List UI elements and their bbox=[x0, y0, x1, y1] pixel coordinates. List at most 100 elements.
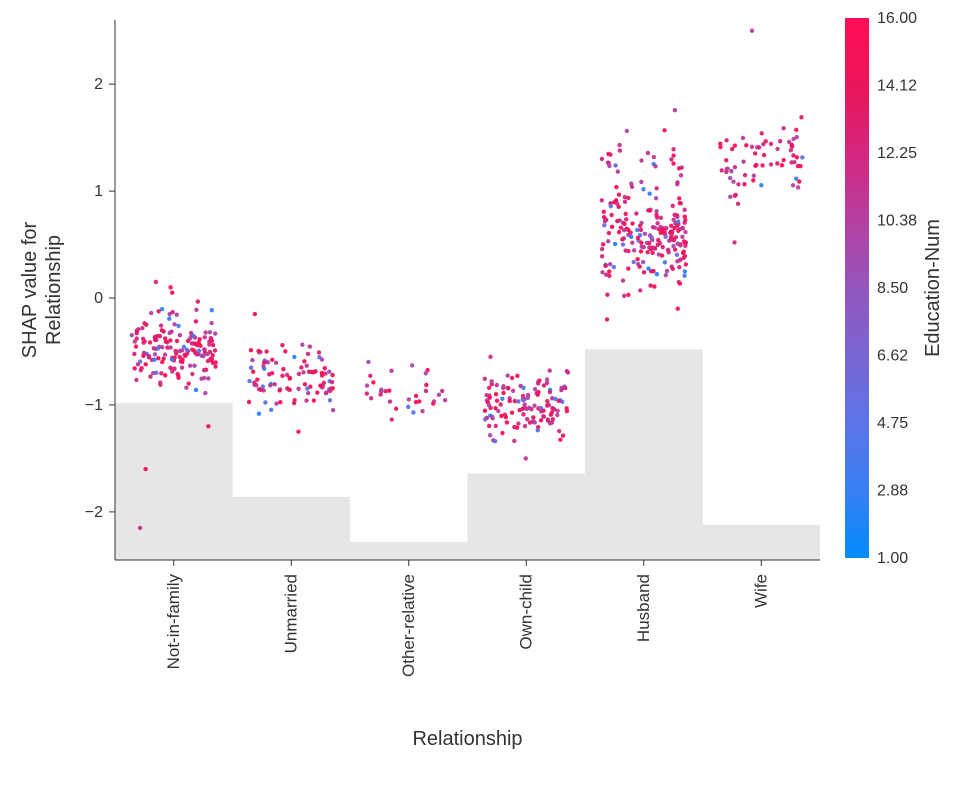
point bbox=[307, 370, 311, 374]
point bbox=[750, 145, 754, 149]
point bbox=[378, 392, 382, 396]
point bbox=[318, 383, 322, 387]
point bbox=[683, 218, 687, 222]
point bbox=[176, 324, 180, 328]
point bbox=[621, 242, 625, 246]
point bbox=[135, 331, 139, 335]
point bbox=[369, 396, 373, 400]
point bbox=[168, 338, 172, 342]
point bbox=[678, 281, 682, 285]
point bbox=[517, 408, 521, 412]
point bbox=[760, 163, 764, 167]
point bbox=[277, 388, 281, 392]
point bbox=[139, 368, 143, 372]
point bbox=[724, 167, 728, 171]
point bbox=[781, 158, 785, 162]
point bbox=[431, 401, 435, 405]
point bbox=[510, 411, 514, 415]
point bbox=[389, 369, 393, 373]
point bbox=[250, 358, 254, 362]
point bbox=[653, 164, 657, 168]
point bbox=[262, 360, 266, 364]
point bbox=[600, 157, 604, 161]
point bbox=[283, 349, 287, 353]
x-tick-label: Husband bbox=[634, 574, 653, 642]
point bbox=[635, 257, 639, 261]
point bbox=[724, 138, 728, 142]
point bbox=[130, 333, 134, 337]
point bbox=[297, 372, 301, 376]
point bbox=[679, 173, 683, 177]
point bbox=[682, 239, 686, 243]
point bbox=[639, 158, 643, 162]
point bbox=[626, 228, 630, 232]
point bbox=[508, 399, 512, 403]
point bbox=[652, 155, 656, 159]
point bbox=[614, 198, 618, 202]
point bbox=[516, 421, 520, 425]
point bbox=[625, 129, 629, 133]
point bbox=[330, 380, 334, 384]
point bbox=[366, 360, 370, 364]
point bbox=[138, 359, 142, 363]
point bbox=[759, 183, 763, 187]
point bbox=[639, 241, 643, 245]
point bbox=[487, 424, 491, 428]
point bbox=[533, 420, 537, 424]
point bbox=[792, 160, 796, 164]
y-tick-label: −1 bbox=[85, 397, 103, 414]
point bbox=[269, 408, 273, 412]
point bbox=[775, 147, 779, 151]
point bbox=[148, 340, 152, 344]
point bbox=[654, 209, 658, 213]
point bbox=[671, 218, 675, 222]
point bbox=[268, 383, 272, 387]
colorbar-tick-label: 1.00 bbox=[877, 550, 908, 567]
point bbox=[132, 366, 136, 370]
point bbox=[209, 321, 213, 325]
point bbox=[616, 205, 620, 209]
point bbox=[424, 383, 428, 387]
point bbox=[646, 151, 650, 155]
point bbox=[666, 248, 670, 252]
point bbox=[649, 247, 653, 251]
point bbox=[160, 307, 164, 311]
colorbar-tick-label: 4.75 bbox=[877, 415, 908, 432]
point bbox=[642, 270, 646, 274]
point bbox=[676, 219, 680, 223]
point bbox=[261, 384, 265, 388]
point bbox=[752, 174, 756, 178]
point bbox=[154, 371, 158, 375]
point bbox=[610, 225, 614, 229]
point bbox=[678, 243, 682, 247]
point bbox=[632, 248, 636, 252]
point bbox=[515, 425, 519, 429]
point bbox=[648, 283, 652, 287]
point bbox=[494, 392, 498, 396]
point bbox=[671, 204, 675, 208]
point bbox=[523, 402, 527, 406]
point bbox=[315, 390, 319, 394]
point bbox=[648, 208, 652, 212]
point bbox=[247, 379, 251, 383]
point bbox=[201, 354, 205, 358]
point bbox=[557, 429, 561, 433]
point bbox=[203, 330, 207, 334]
point bbox=[251, 370, 255, 374]
point bbox=[208, 330, 212, 334]
point bbox=[800, 155, 804, 159]
point bbox=[180, 366, 184, 370]
bar-layer bbox=[115, 349, 820, 560]
bar bbox=[115, 403, 233, 560]
point bbox=[511, 389, 515, 393]
y-tick-label: −2 bbox=[85, 504, 103, 521]
point bbox=[281, 367, 285, 371]
point bbox=[274, 401, 278, 405]
point bbox=[650, 238, 654, 242]
point bbox=[292, 398, 296, 402]
point bbox=[600, 270, 604, 274]
point bbox=[609, 213, 613, 217]
point bbox=[490, 415, 494, 419]
x-tick-label: Other-relative bbox=[399, 574, 418, 677]
point bbox=[136, 327, 140, 331]
